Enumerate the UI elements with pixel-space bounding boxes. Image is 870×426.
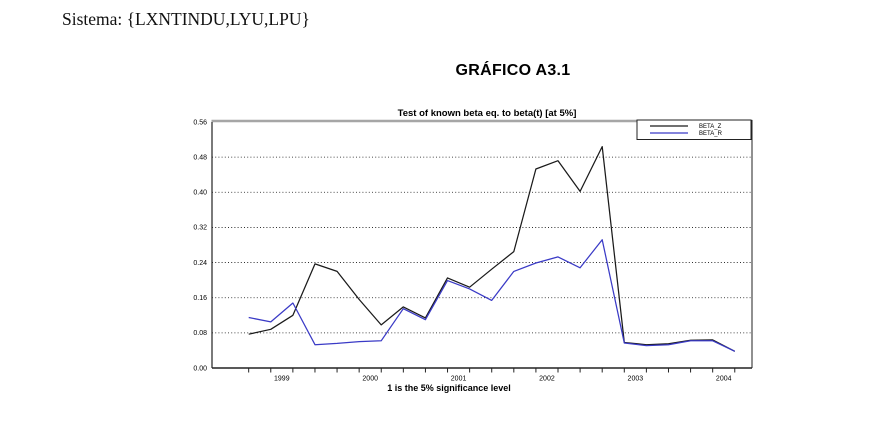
y-tick-label: 0.40 <box>193 190 207 197</box>
y-tick-label: 0.48 <box>193 154 207 161</box>
x-tick-label: 2002 <box>539 376 555 383</box>
series-beta-r <box>248 239 736 352</box>
chart-title: Test of known beta eq. to beta(t) [at 5%… <box>398 108 577 119</box>
legend-label: BETA_Z <box>699 124 722 130</box>
x-tick-label: 1999 <box>274 376 290 383</box>
y-tick-label: 0.32 <box>193 225 207 232</box>
y-tick-label: 0.08 <box>193 330 207 337</box>
legend-label: BETA_R <box>699 131 723 137</box>
x-axis-caption: 1 is the 5% significance level <box>387 383 511 393</box>
y-tick-label: 0.56 <box>193 119 207 126</box>
figure-title: GRÁFICO A3.1 <box>455 62 571 79</box>
legend-box <box>636 119 752 140</box>
x-tick-label: 2003 <box>628 376 644 383</box>
series-beta-z <box>248 145 736 352</box>
x-tick-label: 2001 <box>451 376 467 383</box>
y-tick-label: 0.24 <box>193 260 207 267</box>
x-tick-label: 2004 <box>716 376 732 383</box>
y-tick-label: 0.16 <box>193 295 207 302</box>
x-tick-label: 2000 <box>362 376 378 383</box>
y-tick-label: 0.00 <box>193 365 207 372</box>
system-label: Sistema: {LXNTINDU,LYU,LPU} <box>62 9 310 29</box>
